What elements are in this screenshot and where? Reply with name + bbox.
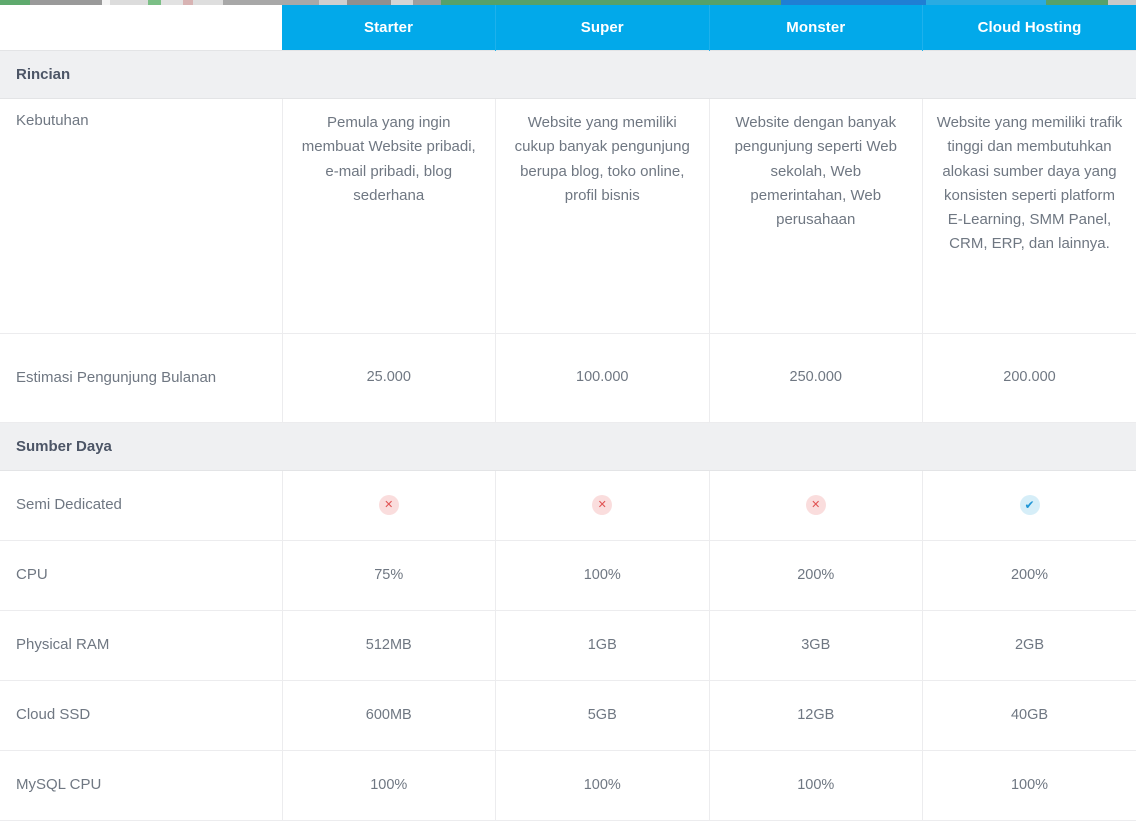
feature-value: 100% <box>282 751 496 821</box>
sliver-segment <box>319 0 347 5</box>
plan-comparison-table: Starter Super Monster Cloud Hosting Rinc… <box>0 5 1136 821</box>
sliver-segment <box>148 0 161 5</box>
feature-label: Estimasi Pengunjung Bulanan <box>0 334 282 423</box>
cross-icon: ✕ <box>806 495 826 515</box>
section-title: Rincian <box>0 51 1136 99</box>
feature-label: Cloud SSD <box>0 681 282 751</box>
feature-value: 40GB <box>923 681 1136 751</box>
sliver-segment <box>30 0 102 5</box>
section-header-row: Sumber Daya <box>0 423 1136 471</box>
feature-value: 512MB <box>282 611 496 681</box>
feature-value: Pemula yang ingin membuat Website pribad… <box>282 99 496 334</box>
feature-label: Semi Dedicated <box>0 471 282 541</box>
sliver-segment <box>161 0 183 5</box>
plan-header-starter[interactable]: Starter <box>282 5 496 51</box>
feature-value: Website yang memiliki cukup banyak pengu… <box>496 99 710 334</box>
feature-label: CPU <box>0 541 282 611</box>
header-blank-cell <box>0 5 282 51</box>
feature-value: 100% <box>923 751 1136 821</box>
plan-header-super[interactable]: Super <box>496 5 710 51</box>
feature-value: 600MB <box>282 681 496 751</box>
feature-value: 12GB <box>709 681 923 751</box>
sliver-segment <box>193 0 223 5</box>
feature-availability-cell: ✕ <box>496 471 710 541</box>
sliver-segment <box>1046 0 1108 5</box>
table-header: Starter Super Monster Cloud Hosting <box>0 5 1136 51</box>
sliver-segment <box>1108 0 1136 5</box>
feature-availability-cell: ✕ <box>282 471 496 541</box>
sliver-segment <box>781 0 926 5</box>
plan-header-row: Starter Super Monster Cloud Hosting <box>0 5 1136 51</box>
feature-label: Kebutuhan <box>0 99 282 334</box>
feature-value: 25.000 <box>282 334 496 423</box>
feature-value: 5GB <box>496 681 710 751</box>
sliver-segment <box>183 0 193 5</box>
sliver-segment <box>347 0 391 5</box>
sliver-segment <box>441 0 781 5</box>
feature-value: 200% <box>709 541 923 611</box>
cross-icon: ✕ <box>379 495 399 515</box>
feature-value: Website yang memiliki trafik tinggi dan … <box>923 99 1136 334</box>
cut-off-banner-sliver <box>0 0 1136 5</box>
feature-availability-cell: ✕ <box>709 471 923 541</box>
sliver-segment <box>223 0 319 5</box>
sliver-segment <box>926 0 1046 5</box>
feature-value: 100% <box>709 751 923 821</box>
feature-value: 100% <box>496 541 710 611</box>
feature-value: Website dengan banyak pengunjung seperti… <box>709 99 923 334</box>
feature-value: 1GB <box>496 611 710 681</box>
feature-label: Physical RAM <box>0 611 282 681</box>
feature-value: 100.000 <box>496 334 710 423</box>
feature-value: 200.000 <box>923 334 1136 423</box>
sliver-segment <box>391 0 413 5</box>
sliver-segment <box>413 0 441 5</box>
sliver-segment <box>102 0 110 5</box>
sliver-segment <box>0 0 30 5</box>
feature-availability-cell: ✔ <box>923 471 1136 541</box>
feature-value: 2GB <box>923 611 1136 681</box>
feature-value: 75% <box>282 541 496 611</box>
feature-label: MySQL CPU <box>0 751 282 821</box>
plan-header-cloud-hosting[interactable]: Cloud Hosting <box>923 5 1136 51</box>
cross-icon: ✕ <box>592 495 612 515</box>
feature-value: 200% <box>923 541 1136 611</box>
table-row: Semi Dedicated ✕ ✕ ✕ ✔ <box>0 471 1136 541</box>
check-icon: ✔ <box>1020 495 1040 515</box>
plan-header-monster[interactable]: Monster <box>709 5 923 51</box>
feature-value: 3GB <box>709 611 923 681</box>
sliver-segment <box>110 0 148 5</box>
section-title: Sumber Daya <box>0 423 1136 471</box>
feature-value: 250.000 <box>709 334 923 423</box>
section-header-row: Rincian <box>0 51 1136 99</box>
feature-value: 100% <box>496 751 710 821</box>
